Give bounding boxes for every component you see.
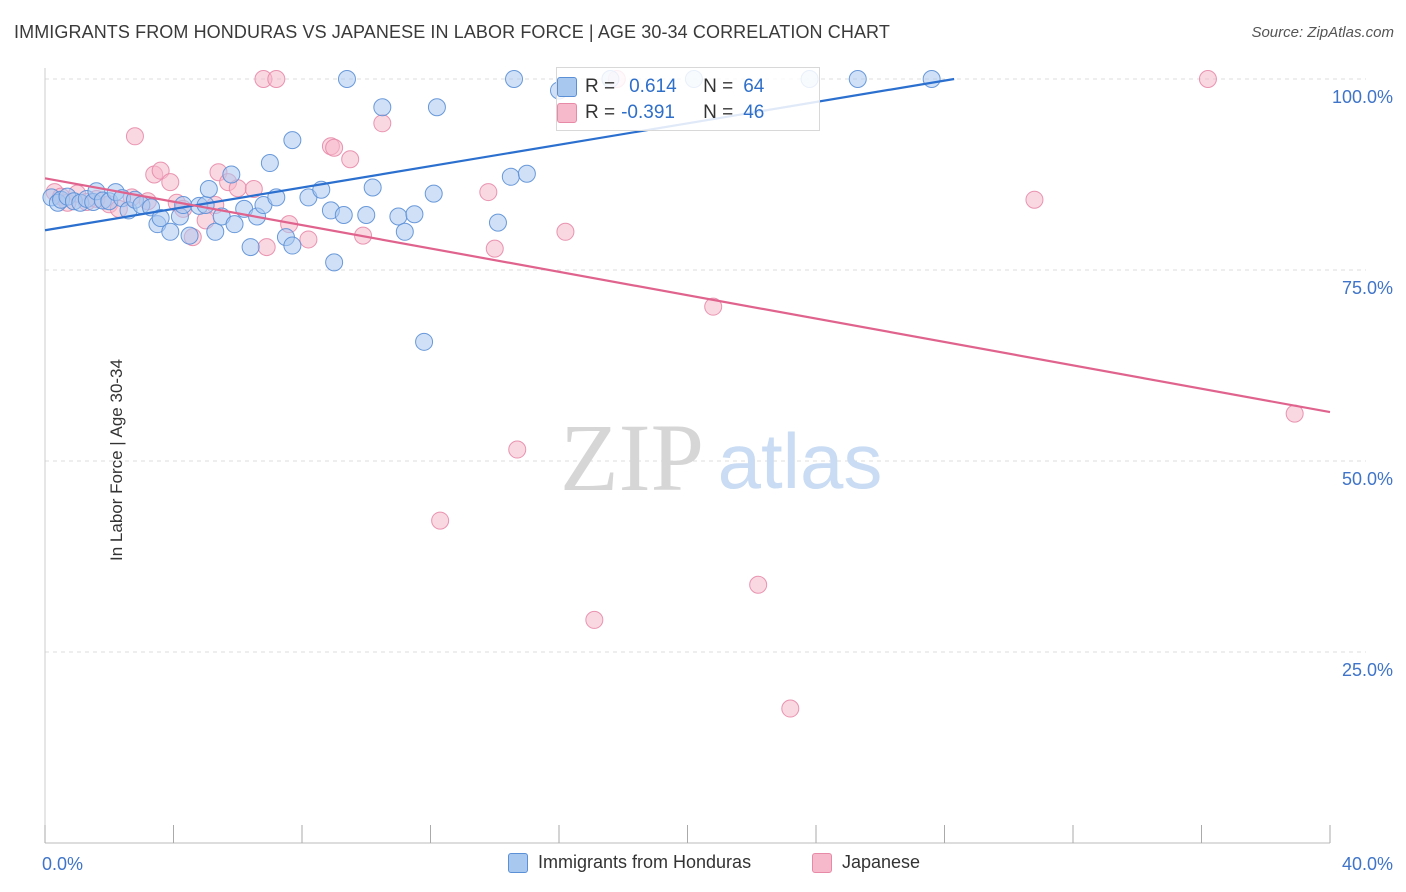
honduras-point bbox=[222, 165, 241, 184]
y-axis-label: In Labor Force | Age 30-34 bbox=[106, 359, 126, 561]
japanese-point bbox=[341, 150, 360, 169]
chart-title: IMMIGRANTS FROM HONDURAS VS JAPANESE IN … bbox=[14, 22, 890, 42]
x-tick-label: 0.0% bbox=[42, 854, 83, 874]
honduras-point bbox=[405, 205, 424, 224]
stats-row-japanese: R = -0.391 N = 46 bbox=[557, 100, 765, 126]
legend-swatch-blue bbox=[508, 852, 528, 873]
honduras-point bbox=[260, 154, 279, 173]
japanese-point bbox=[556, 222, 575, 241]
japanese-point bbox=[585, 610, 604, 629]
y-tick-label: 25.0% bbox=[1342, 660, 1393, 680]
japanese-point bbox=[373, 114, 392, 133]
japanese-point bbox=[1025, 190, 1044, 209]
stats-n-value: 64 bbox=[743, 76, 765, 97]
tick-labels: 25.0% 50.0% 75.0% 100.0% 0.0% 40.0% bbox=[42, 87, 1393, 874]
japanese-trend-line bbox=[44, 177, 1331, 414]
honduras-point bbox=[922, 70, 941, 88]
legend-label-honduras: Immigrants from Honduras bbox=[538, 852, 752, 872]
honduras-point bbox=[424, 184, 443, 203]
stats-r-value: 0.614 bbox=[629, 76, 677, 97]
honduras-point bbox=[161, 222, 180, 241]
watermark-atlas: atlas bbox=[718, 417, 883, 505]
honduras-point bbox=[505, 70, 524, 88]
honduras-point bbox=[325, 253, 344, 272]
source-credit: Source: ZipAtlas.com bbox=[1251, 24, 1394, 41]
japanese-point bbox=[299, 230, 318, 249]
stats-n-label: N = bbox=[703, 102, 734, 123]
honduras-point bbox=[199, 180, 218, 199]
japanese-point bbox=[257, 238, 276, 257]
honduras-point bbox=[241, 238, 260, 257]
stats-swatch-blue bbox=[557, 77, 577, 97]
y-tick-label: 75.0% bbox=[1342, 278, 1393, 298]
japanese-point bbox=[1198, 70, 1217, 88]
watermark: ZIP atlas bbox=[560, 404, 882, 511]
honduras-point bbox=[283, 236, 302, 255]
stats-n-value: 46 bbox=[743, 102, 765, 123]
stats-swatch-pink bbox=[557, 103, 577, 123]
stats-n-label: N = bbox=[703, 76, 734, 97]
japanese-point bbox=[431, 511, 450, 530]
legend-swatch-pink bbox=[812, 852, 832, 873]
japanese-point bbox=[244, 180, 263, 199]
japanese-point bbox=[485, 239, 504, 258]
honduras-point bbox=[373, 98, 392, 117]
watermark-zip: ZIP bbox=[560, 404, 704, 511]
stats-r-label: R = bbox=[585, 76, 616, 97]
honduras-point bbox=[415, 332, 434, 351]
legend-item-honduras[interactable]: Immigrants from Honduras bbox=[508, 852, 751, 873]
japanese-point bbox=[125, 127, 144, 146]
stats-row-honduras: R = 0.614 N = 64 bbox=[557, 74, 765, 100]
legend-label-japanese: Japanese bbox=[842, 852, 921, 872]
japanese-point bbox=[781, 699, 800, 718]
honduras-point bbox=[363, 178, 382, 197]
japanese-point bbox=[325, 138, 344, 157]
honduras-point bbox=[206, 222, 225, 241]
honduras-point bbox=[151, 209, 170, 228]
y-tick-label: 100.0% bbox=[1332, 87, 1393, 107]
grid-lines bbox=[45, 78, 1366, 653]
honduras-point bbox=[357, 205, 376, 224]
x-tick-label: 40.0% bbox=[1342, 854, 1393, 874]
honduras-point bbox=[180, 226, 199, 245]
legend: Immigrants from Honduras Japanese bbox=[0, 848, 1406, 880]
legend-item-japanese[interactable]: Japanese bbox=[812, 852, 920, 873]
honduras-point bbox=[395, 222, 414, 241]
y-tick-label: 50.0% bbox=[1342, 469, 1393, 489]
honduras-point bbox=[517, 164, 536, 183]
honduras-point bbox=[848, 70, 867, 88]
honduras-point bbox=[225, 215, 244, 234]
honduras-point bbox=[389, 207, 408, 226]
honduras-point bbox=[427, 98, 446, 117]
stats-box: R = 0.614 N = 64 R = -0.391 N = 46 bbox=[556, 67, 820, 131]
honduras-point bbox=[337, 70, 356, 88]
japanese-point bbox=[151, 161, 170, 180]
honduras-point bbox=[334, 205, 353, 224]
japanese-point bbox=[161, 173, 180, 192]
stats-r-value: -0.391 bbox=[621, 102, 675, 123]
japanese-point bbox=[749, 575, 768, 594]
japanese-point bbox=[267, 70, 286, 88]
japanese-point bbox=[508, 440, 527, 459]
honduras-point bbox=[488, 213, 507, 232]
honduras-point bbox=[283, 131, 302, 150]
japanese-point bbox=[479, 183, 498, 202]
honduras-point bbox=[501, 167, 520, 186]
japanese-point bbox=[704, 297, 723, 316]
stats-r-label: R = bbox=[585, 102, 616, 123]
